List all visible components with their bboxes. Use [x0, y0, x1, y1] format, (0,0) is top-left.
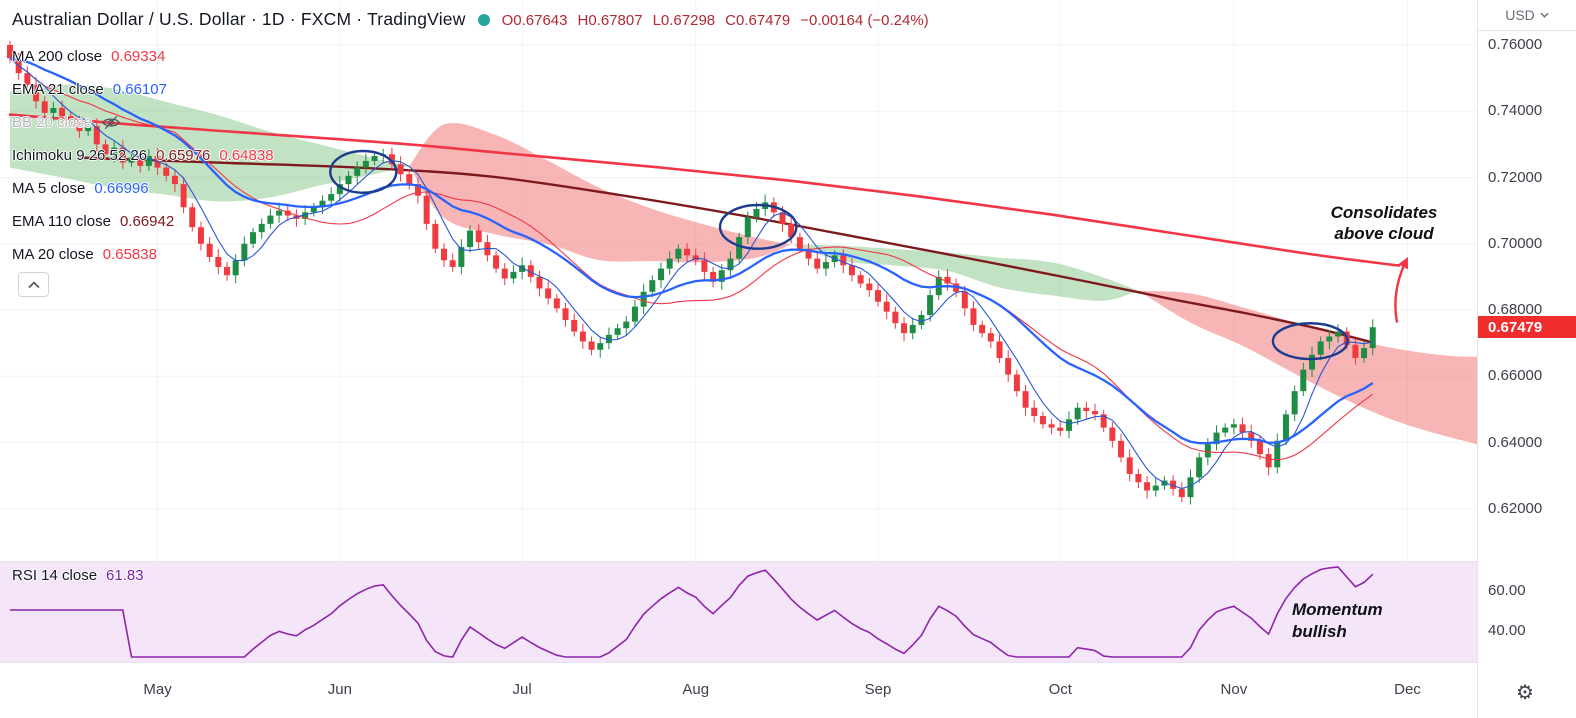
indicator-row-ma200[interactable]: MA 200 close 0.69334 — [12, 47, 165, 65]
indicator-value: 0.65838 — [102, 245, 157, 263]
settings-gear-icon[interactable]: ⚙ — [1516, 682, 1534, 704]
price-axis-border — [1477, 0, 1478, 718]
price-axis-label: 0.62000 — [1488, 499, 1543, 517]
up-arrow[interactable] — [1394, 259, 1408, 323]
indicator-label: MA 20 close — [12, 245, 94, 263]
last-price-badge: 0.67479 — [1478, 316, 1576, 339]
high-value: 0.67807 — [588, 11, 643, 29]
indicator-label: Ichimoku 9 26 52 26 — [12, 146, 148, 164]
highlight-ellipse[interactable] — [329, 149, 398, 194]
high-label: H — [577, 11, 589, 29]
annotation-consolidates[interactable]: Consolidates above cloud — [1303, 202, 1465, 244]
chevron-up-icon — [27, 280, 40, 288]
close-value: 0.67479 — [735, 11, 791, 29]
price-axis-label: 0.70000 — [1488, 234, 1543, 252]
indicator-value: 0.65976 — [156, 146, 211, 164]
annotation-text-line: Momentum — [1292, 600, 1383, 619]
eye-off-icon[interactable] — [101, 114, 121, 131]
time-scale[interactable]: May Jun Jul Aug Sep Oct Nov Dec — [0, 663, 1477, 718]
chart-header: Australian Dollar / U.S. Dollar · 1D · F… — [12, 9, 929, 30]
rsi-legend-row[interactable]: RSI 14 close 61.83 — [12, 567, 144, 584]
time-axis-divider — [0, 662, 1576, 663]
annotation-text-line: bullish — [1292, 622, 1347, 641]
indicator-row-ma20[interactable]: MA 20 close 0.65838 — [12, 245, 157, 263]
currency-dropdown[interactable]: USD — [1478, 0, 1576, 30]
price-axis-label: 0.64000 — [1488, 433, 1543, 451]
price-scale[interactable]: USD 0.76000 0.74000 0.72000 0.70000 0.68000 0… — [1478, 0, 1576, 718]
open-label: O — [501, 11, 514, 29]
indicator-value: 0.66107 — [112, 80, 167, 98]
chart-canvas[interactable] — [0, 0, 1477, 718]
indicator-label: EMA 21 close — [12, 80, 104, 98]
annotation-momentum[interactable]: Momentum bullish — [1292, 599, 1383, 643]
rsi-axis-label: 40.00 — [1488, 622, 1526, 639]
market-status-icon[interactable] — [477, 13, 490, 26]
time-axis-label: Jul — [512, 681, 532, 698]
indicator-label: MA 5 close — [12, 179, 86, 197]
indicator-value: 0.66942 — [119, 212, 175, 230]
indicator-value: 0.66996 — [94, 179, 149, 197]
time-axis-label: May — [143, 681, 172, 698]
price-axis-label: 0.72000 — [1488, 168, 1543, 186]
price-axis-label: 0.68000 — [1488, 301, 1543, 318]
time-axis-label: Oct — [1048, 681, 1072, 698]
rsi-axis-label: 60.00 — [1488, 582, 1526, 599]
pane-divider[interactable] — [0, 561, 1576, 562]
annotation-text-line: Consolidates — [1330, 203, 1438, 222]
indicator-row-bb[interactable]: BB 20 close — [12, 113, 121, 131]
axis-header-divider — [1478, 30, 1576, 31]
annotation-text-line: above cloud — [1334, 224, 1434, 243]
highlight-ellipse[interactable] — [1271, 322, 1349, 361]
indicator-value: 0.69334 — [111, 47, 166, 65]
rsi-label: RSI 14 close — [12, 567, 98, 584]
chevron-down-icon — [1540, 12, 1549, 18]
ohlc-values: O0.67643 H0.67807 L0.67298 C0.67479 −0.0… — [502, 11, 929, 29]
price-axis-label: 0.66000 — [1488, 367, 1543, 385]
indicator-label: MA 200 close — [12, 47, 103, 65]
indicator-row-ichimoku[interactable]: Ichimoku 9 26 52 26 0.65976 0.64838 — [12, 146, 274, 164]
open-value: 0.67643 — [513, 11, 568, 29]
close-label: C — [725, 11, 736, 29]
indicator-label: BB 20 close — [12, 113, 93, 131]
low-label: L — [652, 11, 661, 29]
rsi-value: 61.83 — [106, 567, 144, 584]
legend-collapse-button[interactable] — [18, 272, 49, 297]
time-axis-label: Nov — [1220, 681, 1248, 698]
indicator-row-ema21[interactable]: EMA 21 close 0.66107 — [12, 80, 167, 98]
time-axis-label: Sep — [864, 681, 892, 698]
indicator-row-ma5[interactable]: MA 5 close 0.66996 — [12, 179, 149, 197]
indicator-value-2: 0.64838 — [219, 146, 274, 164]
price-axis-label: 0.74000 — [1488, 102, 1543, 120]
time-axis-label: Aug — [682, 681, 710, 698]
symbol-title[interactable]: Australian Dollar / U.S. Dollar · 1D · F… — [12, 9, 466, 29]
price-axis-label: 0.76000 — [1488, 36, 1543, 53]
time-axis-label: Jun — [327, 681, 352, 698]
currency-label: USD — [1505, 7, 1535, 23]
low-value: 0.67298 — [660, 11, 716, 29]
indicator-label: EMA 110 close — [12, 212, 111, 230]
indicator-row-ema110[interactable]: EMA 110 close 0.66942 — [12, 212, 174, 230]
indicator-legend: MA 200 close 0.69334 EMA 21 close 0.6610… — [12, 47, 274, 278]
highlight-ellipse[interactable] — [718, 203, 798, 250]
time-axis-label: Dec — [1394, 681, 1421, 698]
change-value: −0.00164 (−0.24%) — [800, 11, 929, 29]
